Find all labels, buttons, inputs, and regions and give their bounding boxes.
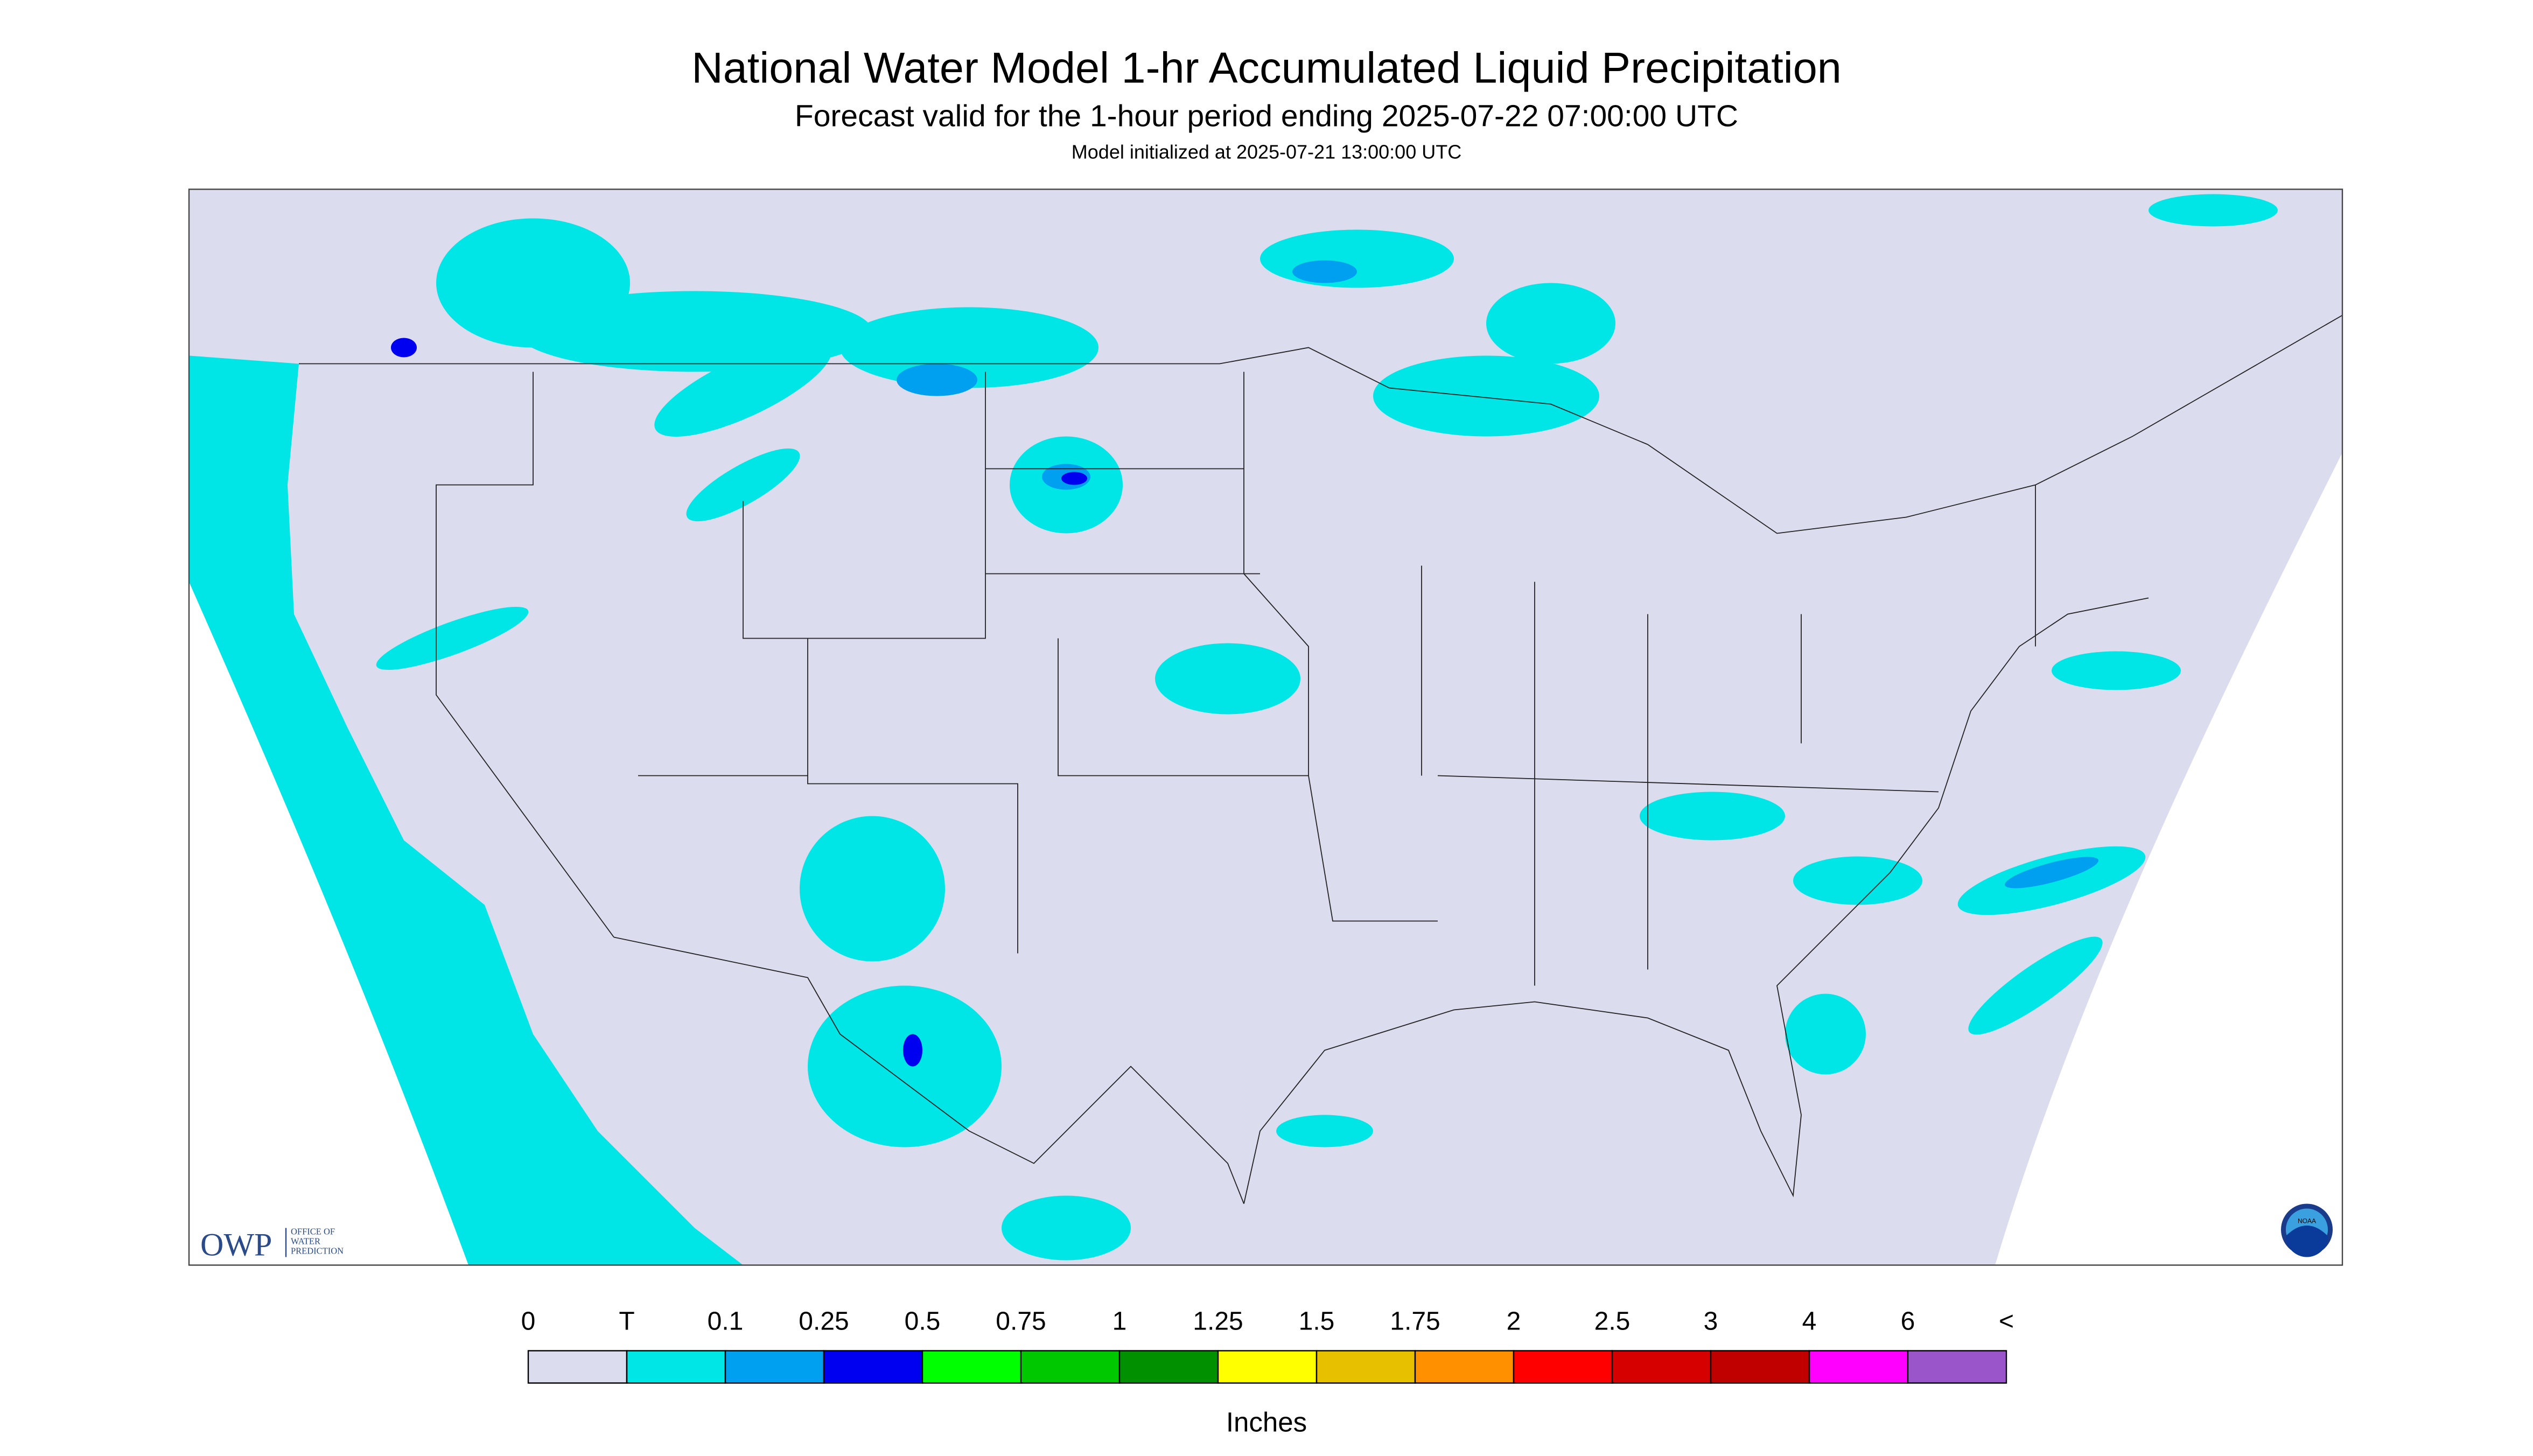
- owp-line: WATER: [291, 1236, 320, 1247]
- legend-swatch: [823, 1350, 923, 1384]
- legend-label: 1.5: [1299, 1307, 1335, 1336]
- legend-label: 1: [1112, 1307, 1127, 1336]
- legend-swatch: [1513, 1350, 1613, 1384]
- owp-line: PREDICTION: [291, 1246, 344, 1256]
- legend-label: 6: [1901, 1307, 1915, 1336]
- legend-swatch: [1611, 1350, 1712, 1384]
- legend-label: T: [619, 1307, 634, 1336]
- legend-swatch: [1217, 1350, 1318, 1384]
- noaa-logo: NOAA: [2281, 1203, 2333, 1257]
- legend-swatch: [1907, 1350, 2007, 1384]
- legend: 0 T 0.1 0.25 0.5 0.75 1 1.25 1.5 1.75 2 2.5 3 4 6 <: [521, 1307, 2014, 1384]
- legend-label: 0.75: [996, 1307, 1046, 1336]
- legend-label: 2: [1507, 1307, 1521, 1336]
- legend-swatch: [1808, 1350, 1909, 1384]
- legend-swatch: [1316, 1350, 1416, 1384]
- legend-swatch: [1414, 1350, 1515, 1384]
- legend-label: 0.5: [905, 1307, 941, 1336]
- init-time: Model initialized at 2025-07-21 13:00:00…: [1072, 141, 1461, 163]
- borders: [299, 314, 2343, 1204]
- legend-swatch: [1020, 1350, 1121, 1384]
- legend-label: 4: [1802, 1307, 1817, 1336]
- precip-area: [189, 355, 743, 1265]
- legend-swatch: [724, 1350, 825, 1384]
- legend-label: <: [1999, 1307, 2014, 1336]
- legend-swatch: [527, 1350, 628, 1384]
- legend-label: 0: [521, 1307, 536, 1336]
- legend-unit: Inches: [1226, 1407, 1307, 1438]
- legend-swatch: [626, 1350, 726, 1384]
- legend-label: 2.5: [1594, 1307, 1631, 1336]
- legend-swatch: [1710, 1350, 1810, 1384]
- legend-label: 0.1: [708, 1307, 744, 1336]
- map: OWP OFFICE OF WATER PREDICTION NOAA: [188, 188, 2343, 1266]
- legend-swatch: [921, 1350, 1022, 1384]
- legend-swatch: [1118, 1350, 1219, 1384]
- owp-logo: OWP OFFICE OF WATER PREDICTION: [200, 1227, 344, 1263]
- model-domain: [189, 189, 2342, 1265]
- title: National Water Model 1-hr Accumulated Li…: [691, 44, 1842, 93]
- owp-line: OFFICE OF: [291, 1227, 335, 1237]
- legend-label: 1.75: [1390, 1307, 1440, 1336]
- legend-label: 0.25: [799, 1307, 849, 1336]
- legend-label: 1.25: [1193, 1307, 1243, 1336]
- noaa-name: NOAA: [2298, 1217, 2316, 1225]
- legend-label: 3: [1704, 1307, 1718, 1336]
- owp-name: OWP: [200, 1227, 272, 1263]
- map-frame: [188, 188, 2343, 1266]
- subtitle: Forecast valid for the 1-hour period end…: [795, 99, 1738, 134]
